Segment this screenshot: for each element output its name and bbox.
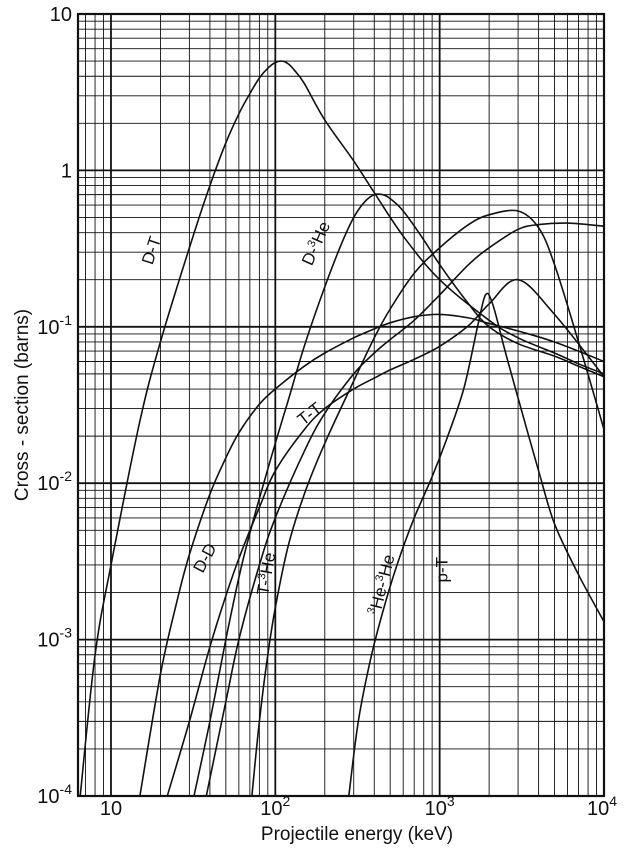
series-d-t-label: D-T: [138, 234, 165, 267]
x-axis-label: Projectile energy (keV): [261, 824, 453, 845]
y-tick-label: 10: [50, 4, 72, 26]
x-tick-label: 10: [100, 798, 122, 820]
axis-ticks: 10 102 103 104 10 1 10-1 10-2 10-3 10-4: [37, 4, 617, 820]
series-3he-3he-curve: [251, 209, 604, 796]
series-d-3he-curve: [193, 193, 604, 796]
y-tick-label: 10-4: [37, 781, 72, 808]
x-tick-label: 103: [425, 793, 455, 820]
series-d-d-curve: [139, 313, 604, 796]
plot-grid: [78, 14, 604, 796]
series-3he-3he-label: 3He-3He: [365, 553, 398, 617]
x-tick-label: 104: [587, 793, 617, 820]
series-t-3he-label: T-3He: [253, 551, 279, 597]
series-p-t-curve: [348, 292, 604, 796]
y-tick-label: 10-3: [37, 625, 72, 652]
series-d-t-curve: [79, 60, 604, 796]
y-tick-label: 1: [61, 160, 72, 182]
plot-frame: [76, 12, 606, 798]
y-tick-label: 10-2: [37, 468, 72, 495]
series-t-t-curve: [166, 278, 604, 796]
y-axis-label: Cross - section (barns): [12, 309, 33, 501]
series-p-t-label: p-T: [433, 557, 452, 583]
series-t-t-label: T-T: [294, 399, 326, 430]
series-d-3he-label: D-3He: [298, 219, 334, 269]
plot-series: [79, 60, 604, 796]
y-tick-label: 10-1: [37, 312, 72, 339]
x-tick-label: 102: [260, 793, 290, 820]
series-t-3he-curve: [205, 222, 604, 796]
